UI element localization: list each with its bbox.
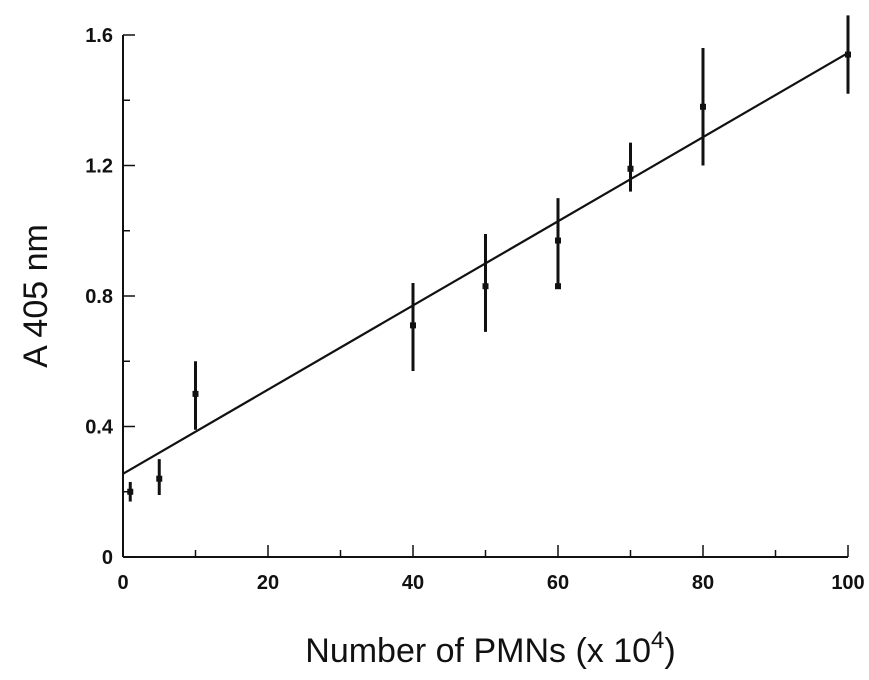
data-point (700, 103, 706, 110)
data-point-group (627, 142, 634, 192)
data-point-group (555, 198, 561, 287)
data-point-group (555, 283, 561, 290)
data-point (156, 475, 163, 482)
y-tick-label: 0.8 (85, 286, 113, 308)
data-point-group (410, 282, 416, 372)
data-points (127, 15, 851, 502)
data-point (410, 322, 416, 329)
x-axis-title: Number of PMNs (x 104) (305, 627, 675, 670)
tick-labels: 0 20 40 60 80 100 0 0.4 0.8 1.2 1.6 (85, 25, 865, 594)
x-tick-label: 60 (547, 572, 569, 594)
data-point (555, 237, 561, 244)
data-point (482, 283, 489, 290)
data-point-group (700, 48, 706, 166)
y-tick-label: 0 (102, 547, 113, 569)
x-tick-label: 80 (692, 572, 714, 594)
data-point-group (192, 361, 199, 430)
ticks (122, 34, 849, 558)
data-point (127, 488, 134, 495)
x-tick-label: 40 (402, 572, 424, 594)
x-tick-label: 100 (831, 572, 864, 594)
data-point-group (127, 481, 134, 502)
x-axis-title-superscript: 4 (651, 627, 664, 654)
x-axis-title-suffix: ) (664, 632, 675, 670)
data-point (192, 390, 199, 397)
data-point-group (156, 459, 163, 496)
x-tick-label: 0 (117, 572, 128, 594)
x-axis-title-main: Number of PMNs (x 10 (305, 632, 651, 670)
y-axis-title: A 405 nm (17, 224, 55, 368)
data-point (627, 165, 634, 172)
data-point (555, 283, 561, 290)
data-point-group (482, 234, 489, 332)
y-tick-label: 1.6 (85, 25, 113, 47)
y-tick-label: 0.4 (85, 417, 114, 439)
data-point-group (845, 15, 851, 94)
y-tick-label: 1.2 (85, 156, 113, 178)
data-point (845, 51, 851, 58)
x-tick-label: 20 (257, 572, 279, 594)
